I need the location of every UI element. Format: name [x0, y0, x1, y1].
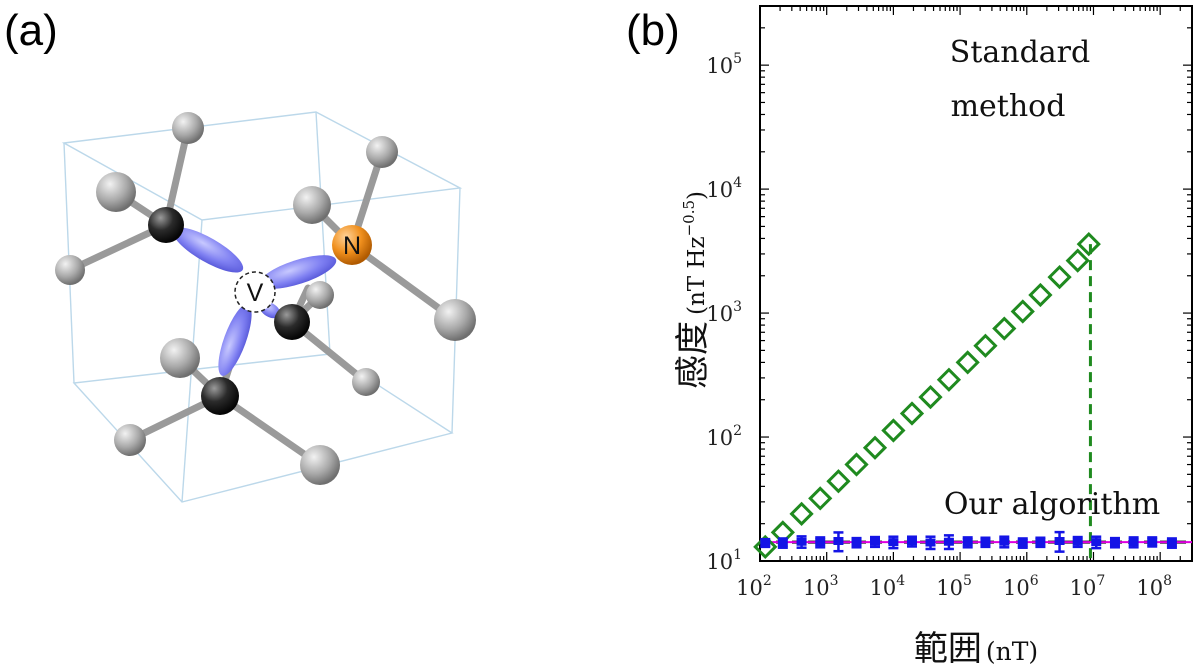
x-tick-label: 103: [803, 573, 839, 600]
y-axis-unit-exponent: −0.5: [680, 200, 698, 236]
nitrogen-atom: [332, 225, 372, 265]
series-label-standard-line1: Standard: [950, 35, 1090, 70]
x-axis-unit: (nT): [986, 637, 1038, 666]
our-algorithm-point: [1128, 538, 1139, 547]
x-tick-label: 106: [1003, 573, 1039, 600]
our-algorithm-point: [888, 538, 899, 547]
x-tick-labels: 102 103 104 105 106 107 108: [736, 573, 1172, 600]
standard-method-point: [955, 350, 980, 375]
our-algorithm-point: [796, 537, 807, 546]
our-algorithm-point: [1035, 538, 1046, 547]
y-tick-label: 101: [706, 547, 742, 574]
our-algorithm-point: [1166, 538, 1177, 547]
our-algorithm-point: [1091, 538, 1102, 547]
standard-method-point: [808, 486, 833, 511]
y-axis-title: 感度 (nT Hz−0.5): [673, 191, 713, 389]
panel-label-b: (b): [626, 6, 680, 55]
x-tick-label: 105: [936, 573, 972, 600]
y-axis-label: 感度: [673, 321, 713, 389]
standard-method-point: [826, 469, 851, 494]
hydrogen-atoms: [55, 112, 476, 485]
panel-label-a: (a): [4, 6, 58, 55]
our-algorithm-point: [1109, 538, 1120, 547]
y-tick-labels: 101 102 103 104 105: [706, 51, 742, 574]
our-algorithm-point: [943, 537, 954, 546]
standard-method-point: [1010, 299, 1035, 324]
our-algorithm-point: [906, 537, 917, 546]
standard-method-point: [881, 418, 906, 443]
standard-method-point: [936, 367, 962, 392]
series-label-standard-line2: method: [951, 89, 1066, 124]
standard-method-point: [1028, 282, 1053, 308]
our-algorithm-point: [1054, 536, 1065, 545]
standard-method-point: [973, 333, 998, 358]
y-axis-unit: (nT Hz: [684, 236, 710, 315]
reference-lines: [760, 244, 1192, 561]
nv-center-structure: N V: [55, 111, 476, 503]
our-algorithm-point: [1017, 538, 1028, 547]
y-tick-label: 105: [706, 51, 742, 78]
x-tick-label: 108: [1136, 573, 1172, 600]
y-tick-label: 102: [706, 423, 742, 450]
our-algorithm-point: [980, 538, 991, 547]
our-algorithm-point: [925, 538, 936, 547]
our-algorithm-point: [1072, 537, 1083, 546]
standard-method-point: [1047, 264, 1072, 290]
our-algorithm-point: [870, 537, 881, 546]
our-algorithm-point: [815, 538, 826, 547]
standard-method-point: [862, 435, 888, 460]
series-our-algorithm: [760, 530, 1177, 553]
our-algorithm-point: [999, 537, 1010, 546]
standard-method-point: [918, 384, 943, 410]
x-tick-label: 104: [870, 573, 906, 600]
vacancy-site: [234, 271, 276, 313]
series-standard-method: [753, 231, 1101, 559]
y-axis-unit-close: ): [684, 191, 710, 200]
our-algorithm-point: [962, 538, 973, 547]
our-algorithm-point: [760, 538, 771, 547]
x-tick-label: 102: [736, 573, 772, 600]
nitrogen-label: N: [343, 232, 361, 260]
standard-method-point: [753, 534, 778, 559]
our-algorithm-point: [833, 536, 844, 545]
y-tick-label: 104: [706, 175, 742, 202]
our-algorithm-point: [1147, 537, 1158, 546]
standard-method-point: [1076, 231, 1101, 257]
standard-method-point: [789, 501, 814, 526]
x-axis-label: 範囲: [914, 629, 982, 669]
dangling-bond-orbitals: [172, 227, 337, 376]
vacancy-label: V: [247, 279, 264, 307]
our-algorithm-point: [851, 538, 862, 547]
our-algorithm-point: [777, 538, 788, 547]
series-label-our-algorithm: Our algorithm: [944, 487, 1160, 522]
x-tick-label: 107: [1070, 573, 1106, 600]
carbon-atoms: [148, 207, 310, 415]
plot-frame: [759, 5, 1193, 562]
axis-ticks: [759, 5, 1193, 562]
standard-method-point: [844, 452, 869, 477]
standard-method-point: [899, 401, 925, 426]
y-tick-label: 103: [706, 299, 742, 326]
standard-method-point: [1065, 248, 1090, 273]
x-axis-title: 範囲 (nT): [914, 629, 1038, 669]
standard-method-point: [992, 316, 1017, 341]
